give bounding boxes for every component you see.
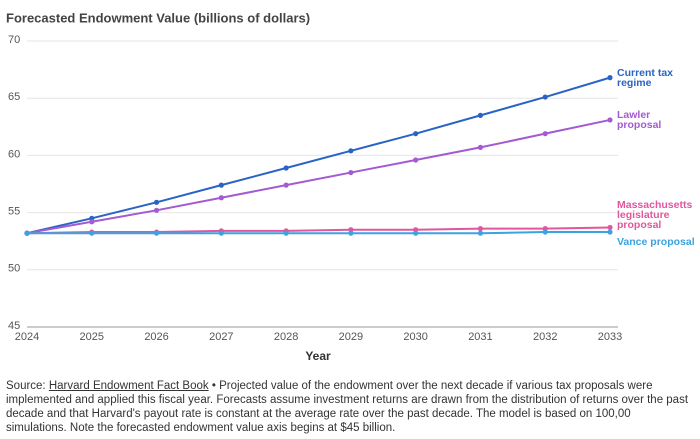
y-tick-label: 70 — [8, 34, 20, 46]
data-point — [153, 230, 160, 236]
series-line — [27, 231, 610, 235]
data-point — [413, 157, 419, 163]
data-point — [413, 131, 419, 137]
series-label: Current tax regime — [617, 66, 674, 89]
series-label-box: Lawler proposal — [617, 108, 662, 131]
source-note: Source: Harvard Endowment Fact Book • Pr… — [6, 379, 694, 435]
series-label: Lawler proposal — [617, 108, 662, 131]
series-label-box: Massachusetts legislature proposal — [617, 199, 693, 232]
x-tick-label: 2031 — [468, 331, 492, 343]
y-tick-label: 65 — [8, 91, 20, 103]
series-label: Vance proposal — [617, 236, 695, 249]
series-line — [26, 226, 611, 235]
data-point — [607, 75, 613, 81]
data-point — [542, 229, 548, 235]
data-point — [283, 165, 289, 171]
data-point — [283, 182, 289, 188]
series-label-box: Vance proposal — [617, 236, 695, 249]
series-line — [26, 118, 611, 235]
data-point — [218, 230, 224, 236]
y-tick-label: 60 — [8, 148, 20, 160]
series-label: Massachusetts legislature proposal — [617, 199, 693, 232]
x-tick-label: 2030 — [403, 331, 427, 343]
x-tick-label: 2033 — [598, 331, 622, 343]
y-tick-label: 55 — [8, 206, 20, 218]
data-point — [477, 226, 484, 232]
data-point — [477, 144, 484, 150]
x-tick-label: 2028 — [274, 331, 298, 343]
source-link[interactable]: Harvard Endowment Fact Book — [48, 380, 209, 392]
data-point — [89, 219, 95, 225]
x-tick-label: 2027 — [209, 331, 233, 343]
x-tick-label: 2025 — [80, 331, 104, 343]
data-point — [24, 230, 30, 236]
data-point — [607, 229, 613, 235]
data-point — [153, 199, 160, 205]
series-label-box: Current tax regime — [617, 66, 674, 89]
data-point — [542, 131, 548, 137]
source-text: • Projected value of the endowment over … — [6, 380, 689, 434]
y-tick-label: 45 — [8, 320, 20, 332]
x-tick-label: 2032 — [533, 331, 557, 343]
data-point — [477, 112, 484, 118]
x-tick-label: 2026 — [144, 331, 168, 343]
source-label: Source: — [6, 380, 46, 392]
data-point — [89, 230, 95, 236]
y-tick-label: 50 — [8, 263, 20, 275]
data-point — [153, 207, 160, 213]
data-point — [413, 230, 419, 236]
x-tick-label: 2029 — [339, 331, 363, 343]
data-point — [542, 94, 548, 100]
chart: Forecasted Endowment Value (billions of … — [6, 10, 695, 363]
data-point — [218, 182, 224, 188]
x-tick-label: 2024 — [15, 331, 39, 343]
chart-title: Forecasted Endowment Value (billions of … — [6, 10, 310, 25]
x-axis-label: Year — [305, 349, 331, 363]
series-line — [26, 76, 611, 235]
data-point — [348, 148, 354, 154]
data-point — [283, 230, 289, 236]
data-point — [607, 224, 613, 231]
data-point — [218, 195, 224, 201]
data-point — [348, 230, 354, 236]
data-point — [348, 169, 354, 176]
data-point — [607, 117, 613, 123]
data-point — [477, 230, 484, 236]
